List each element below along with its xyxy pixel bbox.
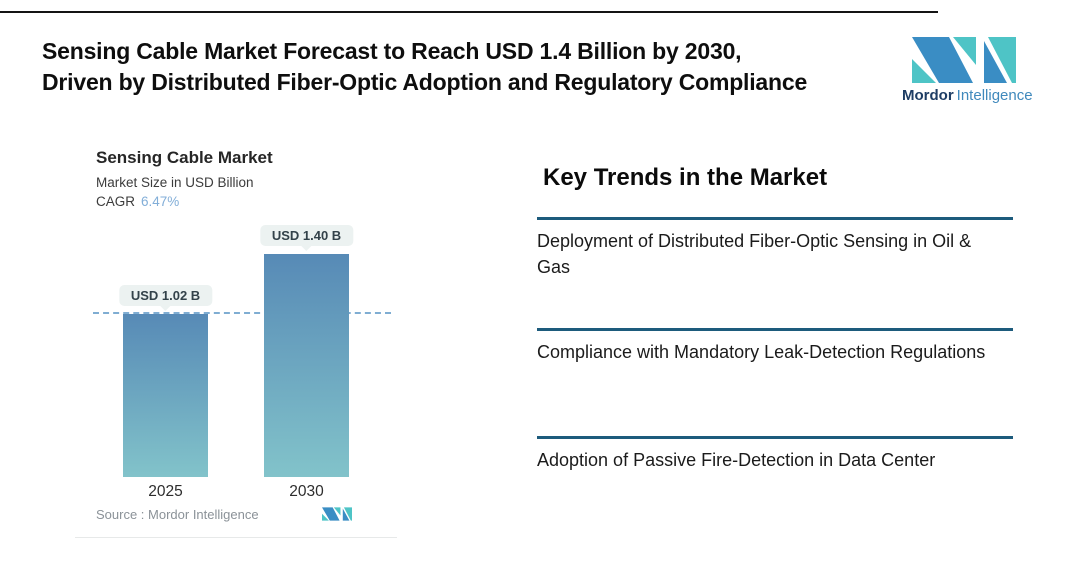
- trend-text: Deployment of Distributed Fiber-Optic Se…: [537, 231, 972, 277]
- trend-list: Deployment of Distributed Fiber-Optic Se…: [537, 217, 1013, 506]
- trend-item: Adoption of Passive Fire-Detection in Da…: [537, 436, 1013, 506]
- brand-logo: Mordor Intelligence: [902, 37, 1033, 104]
- page-title-line2: Driven by Distributed Fiber-Optic Adopti…: [42, 69, 808, 95]
- trend-item: Compliance with Mandatory Leak-Detection…: [537, 328, 1013, 436]
- value-label-2030: USD 1.40 B: [259, 225, 354, 246]
- bar-plot: USD 1.02 B USD 1.40 B: [93, 225, 391, 477]
- value-label-2025: USD 1.02 B: [118, 285, 213, 306]
- chart-title: Sensing Cable Market: [96, 148, 273, 167]
- cagr-value: 6.47%: [141, 194, 180, 209]
- cagr-label: CAGR: [96, 194, 136, 209]
- trend-text: Compliance with Mandatory Leak-Detection…: [537, 342, 986, 362]
- trend-item: Deployment of Distributed Fiber-Optic Se…: [537, 217, 1013, 328]
- market-chart-card: Sensing Cable Market Market Size in USD …: [75, 135, 397, 538]
- mordor-intelligence-logo-icon: [912, 37, 1016, 83]
- mini-brand-logo-icon: [322, 507, 352, 521]
- x-axis-label-2030: 2030: [289, 483, 324, 500]
- brand-name-secondary: Intelligence: [956, 87, 1033, 104]
- page-title: Sensing Cable Market Forecast to Reach U…: [42, 36, 922, 98]
- brand-name: Mordor Intelligence: [902, 87, 1033, 104]
- cagr-row: CAGR 6.47%: [96, 194, 179, 209]
- page-title-line1: Sensing Cable Market Forecast to Reach U…: [42, 38, 742, 64]
- trends-heading: Key Trends in the Market: [543, 164, 828, 191]
- brand-name-primary: Mordor: [902, 87, 954, 104]
- bar-2030: [264, 254, 349, 477]
- reference-dashed-line: [93, 312, 391, 314]
- x-axis-label-2025: 2025: [148, 483, 183, 500]
- bar-2025: [123, 314, 208, 477]
- source-label: Source : Mordor Intelligence: [96, 507, 259, 522]
- key-trends-panel: Key Trends in the Market Deployment of D…: [537, 160, 1013, 506]
- chart-subtitle: Market Size in USD Billion: [96, 175, 254, 190]
- top-divider-rule: [0, 11, 938, 13]
- trend-text: Adoption of Passive Fire-Detection in Da…: [537, 450, 936, 470]
